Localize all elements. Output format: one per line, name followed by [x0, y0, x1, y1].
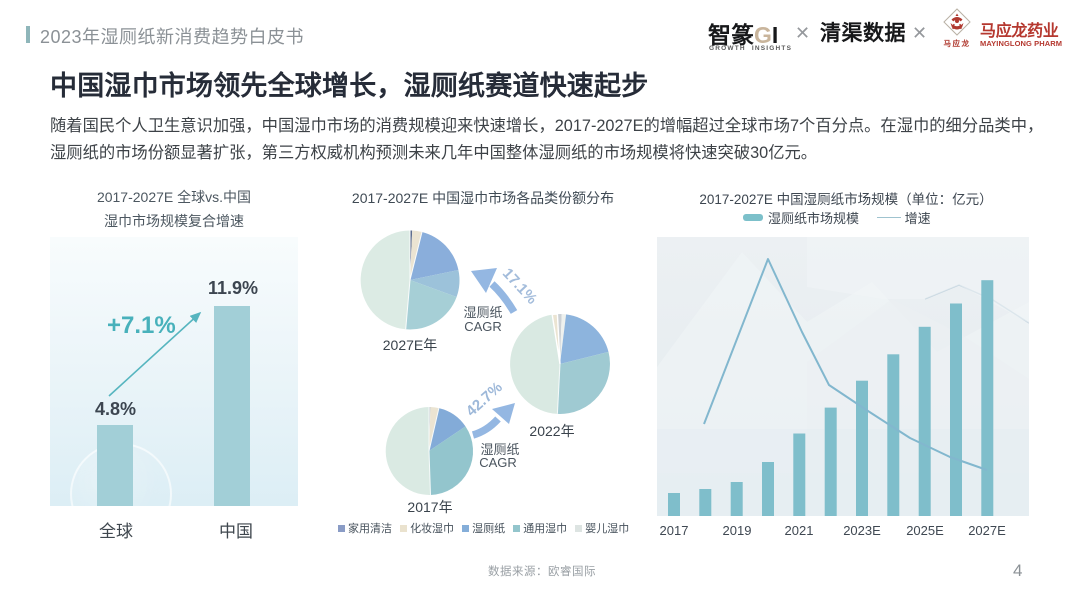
svg-text:CAGR: CAGR	[479, 455, 517, 470]
svg-text:湿厕纸: 湿厕纸	[480, 442, 519, 457]
svg-text:2022年: 2022年	[529, 423, 574, 439]
svg-text:马应龙: 马应龙	[944, 38, 971, 48]
svg-text:CAGR: CAGR	[464, 319, 502, 334]
svg-text:2017年: 2017年	[407, 499, 452, 515]
svg-text:湿厕纸: 湿厕纸	[463, 305, 502, 320]
svg-text:2027E年: 2027E年	[383, 337, 437, 353]
